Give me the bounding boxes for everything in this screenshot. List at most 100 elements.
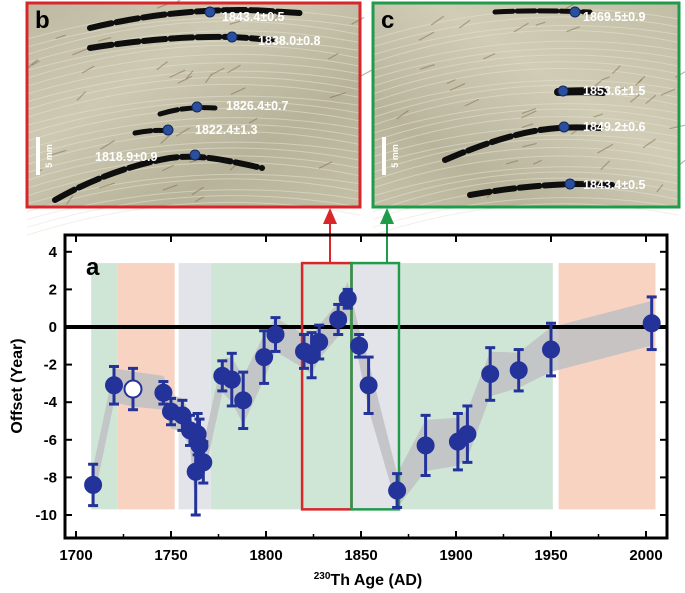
growth-band-line bbox=[26, 95, 361, 126]
x-tick-label: 1700 bbox=[59, 547, 92, 564]
corallite-mark bbox=[521, 123, 534, 129]
corallite-mark bbox=[593, 113, 603, 118]
y-tick-label: 0 bbox=[49, 319, 57, 336]
growth-band-line bbox=[26, 30, 361, 64]
corallite-mark bbox=[618, 182, 632, 190]
corallite-mark bbox=[230, 87, 246, 96]
growth-band-line bbox=[372, 91, 680, 126]
growth-band-line bbox=[26, 123, 361, 158]
corallite-mark bbox=[98, 37, 112, 42]
data-point bbox=[266, 325, 285, 344]
growth-band-line bbox=[26, 53, 361, 87]
corallite-mark bbox=[656, 184, 664, 193]
panel-b-frame bbox=[25, 1, 362, 209]
growth-band-line bbox=[26, 44, 361, 79]
corallite-mark bbox=[351, 16, 365, 25]
growth-band-line bbox=[372, 126, 680, 158]
corallite-mark bbox=[194, 196, 205, 203]
corallite-mark bbox=[533, 159, 542, 165]
corallite-mark bbox=[100, 140, 115, 150]
panel-c-layer-label: 1869.5±0.9 bbox=[583, 10, 646, 24]
growth-band-line bbox=[372, 177, 680, 213]
corallite-mark bbox=[611, 65, 621, 75]
corallite-mark bbox=[76, 91, 87, 101]
x-tick-label: 1750 bbox=[154, 547, 187, 564]
y-tick-label: -4 bbox=[44, 394, 58, 411]
growth-band-line bbox=[372, 147, 680, 181]
data-point bbox=[84, 475, 103, 494]
corallite-mark bbox=[81, 65, 95, 74]
corallite-mark bbox=[635, 78, 643, 86]
corallite-mark bbox=[204, 73, 213, 84]
corallite-mark bbox=[27, 58, 39, 69]
data-point bbox=[105, 376, 123, 395]
growth-band-line bbox=[372, 84, 680, 118]
growth-band-line bbox=[372, 108, 680, 142]
corallite-mark bbox=[169, 69, 186, 78]
corallite-mark bbox=[614, 86, 627, 92]
uncertainty-envelope bbox=[93, 281, 652, 509]
data-point bbox=[310, 333, 329, 352]
y-tick-label: 4 bbox=[49, 244, 58, 261]
data-point bbox=[350, 336, 369, 355]
growth-band-line bbox=[26, 195, 361, 228]
data-point bbox=[190, 436, 209, 455]
corallite-mark bbox=[630, 94, 640, 103]
corallite-mark bbox=[521, 110, 537, 119]
x-tick-label: 1900 bbox=[439, 547, 472, 564]
corallite-mark bbox=[98, 182, 115, 189]
corallite-mark bbox=[328, 52, 339, 60]
growth-band-line bbox=[372, 166, 680, 197]
corallite-mark bbox=[642, 138, 656, 149]
corallite-mark bbox=[483, 52, 496, 60]
panel-b-sample-dots bbox=[162, 6, 238, 161]
corallite-mark bbox=[329, 92, 346, 99]
growth-band-line bbox=[372, 171, 680, 205]
growth-band-line bbox=[26, 130, 361, 166]
envelope-band bbox=[93, 281, 652, 509]
corallite-mark bbox=[160, 134, 170, 144]
highlight-box bbox=[350, 261, 401, 511]
growth-band-line bbox=[372, 48, 680, 79]
panel-c-sample-dots bbox=[557, 6, 581, 190]
x-tick-label: 1800 bbox=[249, 547, 282, 564]
corallite-mark bbox=[191, 186, 205, 196]
background-band bbox=[558, 263, 656, 510]
corallite-mark bbox=[418, 31, 435, 41]
data-point bbox=[481, 365, 500, 383]
growth-band-line bbox=[372, 79, 680, 111]
corallite-mark bbox=[227, 64, 241, 74]
growth-band-line bbox=[372, 25, 680, 56]
data-point bbox=[173, 406, 192, 425]
panel-b-scale-label: 5 mm bbox=[44, 144, 54, 168]
growth-band-line bbox=[372, 197, 680, 228]
corallite-mark bbox=[513, 22, 529, 33]
x-tick-label: 1850 bbox=[344, 547, 377, 564]
x-tick-label: 2000 bbox=[629, 547, 662, 564]
highlight-boxes bbox=[300, 261, 401, 511]
red-arrow-head bbox=[323, 208, 337, 224]
data-point bbox=[234, 391, 253, 410]
growth-band-line bbox=[372, 16, 680, 48]
growth-band-line bbox=[372, 40, 680, 71]
corallite-mark bbox=[72, 47, 89, 56]
corallite-mark bbox=[601, 76, 610, 81]
corallite-mark bbox=[55, 34, 66, 40]
y-tick-label: -2 bbox=[44, 357, 57, 374]
y-axis-label: Offset (Year) bbox=[9, 338, 26, 433]
growth-band-line bbox=[372, 155, 680, 189]
growth-band-line bbox=[26, 161, 361, 197]
data-point bbox=[154, 383, 173, 402]
corallite-mark bbox=[521, 107, 537, 115]
corallite-mark bbox=[419, 64, 435, 70]
panel-b-layer-label: 1818.9±0.9 bbox=[95, 150, 158, 164]
corallite-mark bbox=[248, 117, 258, 124]
y-axis-ticks: 4 2 0 -2 -4 -6 -8 -10 bbox=[35, 244, 667, 524]
x-axis-label-superscript: 230 bbox=[314, 571, 331, 582]
data-point bbox=[458, 425, 477, 444]
corallite-mark bbox=[185, 70, 194, 80]
corallite-mark bbox=[600, 123, 609, 133]
growth-band-line bbox=[26, 17, 361, 48]
panel-c-scale-bar: 5 mm bbox=[382, 137, 400, 175]
corallite-mark bbox=[600, 160, 611, 171]
